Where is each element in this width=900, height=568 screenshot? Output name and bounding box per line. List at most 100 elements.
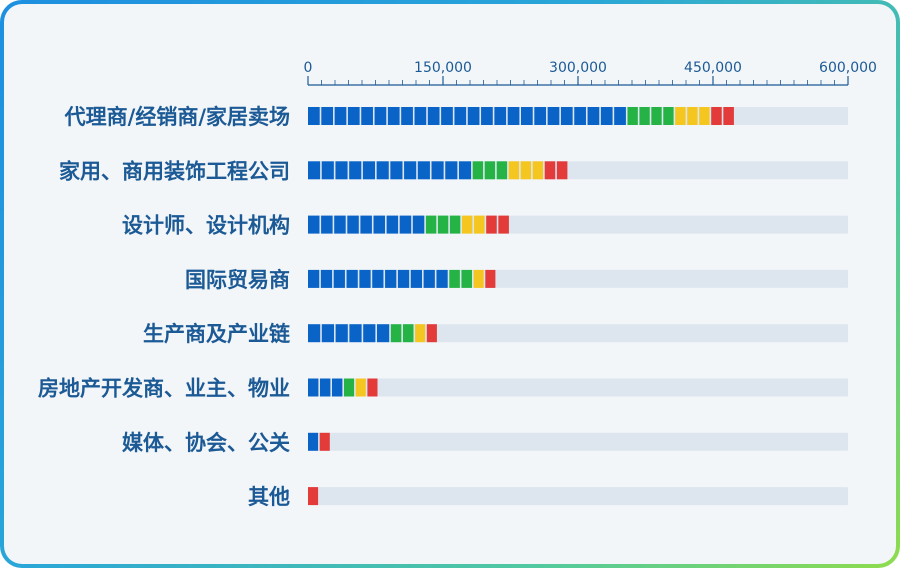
bar-segment [675, 107, 686, 125]
bar-segment [372, 269, 384, 288]
bar-segment [335, 161, 348, 180]
bar-segment [484, 161, 496, 180]
bar-segment [321, 324, 334, 343]
x-tick-label: 450,000 [684, 60, 742, 76]
bar-segment [399, 215, 412, 234]
bar-segment [417, 161, 430, 180]
bar-segment [404, 161, 417, 180]
bar-segment [651, 107, 662, 125]
bar-segment [556, 161, 568, 180]
bar-segment [346, 269, 358, 288]
x-tick-label: 600,000 [819, 60, 877, 76]
bar-segment [363, 324, 376, 343]
bar-segment [544, 161, 556, 180]
bar-segment [639, 107, 650, 125]
bar-segment [461, 215, 473, 234]
bar-segment [425, 215, 437, 234]
category-label: 生产商及产业链 [143, 322, 291, 346]
bar-segment [308, 107, 320, 125]
bar-segment [574, 107, 586, 125]
category-label: 媒体、协会、公关 [122, 431, 290, 455]
bar-segment [427, 107, 440, 125]
bar-segment [410, 269, 423, 288]
bar-segment [367, 378, 378, 397]
bar-segment [321, 161, 334, 180]
bar-segment [349, 324, 362, 343]
bar-segment [360, 215, 372, 234]
bar-segment [508, 161, 520, 180]
bar-segment [481, 107, 493, 125]
bar-segment [390, 161, 403, 180]
bar-track [308, 161, 848, 180]
bar-segment [414, 107, 427, 125]
bar-segment [397, 269, 410, 288]
bar-segment [560, 107, 573, 125]
category-label: 房地产开发商、业主、物业 [38, 377, 290, 401]
bar-segment [386, 215, 399, 234]
bar-segment [347, 107, 360, 125]
bar-segment [308, 324, 321, 343]
bar-segment [308, 215, 320, 234]
bar-segment [436, 269, 448, 288]
bar-segment [308, 378, 319, 397]
x-tick-label: 0 [304, 60, 313, 76]
bar-segment [498, 215, 509, 234]
bar-segment [600, 107, 613, 125]
bar-segment [415, 324, 426, 343]
bar-segment [454, 107, 467, 125]
bar-segment [627, 107, 638, 125]
bar-segment [449, 269, 460, 288]
category-label: 代理商/经销商/家居卖场 [64, 105, 290, 129]
bar-segment [449, 215, 461, 234]
bar-segment [485, 269, 496, 288]
bar-segment [334, 215, 346, 234]
chart-svg: 0 150,000 300,000 450,000 600,000 代理商/经销商/家居卖… [38, 60, 877, 509]
bar-segment [376, 161, 389, 180]
bar-segment [385, 269, 397, 288]
bar-segment [308, 269, 320, 288]
bar-segment [321, 215, 333, 234]
bar-segment [390, 324, 402, 343]
bar-segment [473, 269, 484, 288]
bar-segment [387, 107, 400, 125]
bar-segment [308, 432, 319, 451]
bar-segment [334, 107, 347, 125]
bar-track [308, 487, 848, 506]
bar-segment [319, 432, 330, 451]
bar-segment [474, 215, 485, 234]
bar-segment [320, 269, 333, 288]
bar-segment [711, 107, 722, 125]
category-label: 家用、商用装饰工程公司 [59, 159, 290, 183]
bar-segment [723, 107, 734, 125]
bar-track [308, 432, 848, 451]
category-label: 设计师、设计机构 [122, 214, 290, 238]
bar-segment [472, 161, 484, 180]
bar-segment [423, 269, 435, 288]
bar-segment [362, 161, 376, 180]
bar-segment [401, 107, 413, 125]
bar-segment [335, 324, 348, 343]
bar-segment [547, 107, 560, 125]
bar-segment [437, 215, 449, 234]
bar-track [308, 378, 848, 397]
bar-segment [699, 107, 710, 125]
bar-segment [431, 161, 444, 180]
bar-segment [461, 269, 472, 288]
bar-segment [377, 324, 390, 343]
bar-segment [374, 107, 387, 125]
bar-track [308, 324, 848, 343]
bar-segment [663, 107, 674, 125]
bar-segment [587, 107, 600, 125]
bar-segment [496, 161, 508, 180]
bar-segment [332, 378, 343, 397]
bar-segment [532, 161, 544, 180]
bar-segment [534, 107, 547, 125]
bar-segment [494, 107, 507, 125]
bar-segment [441, 107, 453, 125]
bar-segment [507, 107, 520, 125]
bar-segment [333, 269, 345, 288]
bar-segment [614, 107, 626, 125]
category-label: 国际贸易商 [185, 268, 290, 292]
bar-segment [426, 324, 437, 343]
